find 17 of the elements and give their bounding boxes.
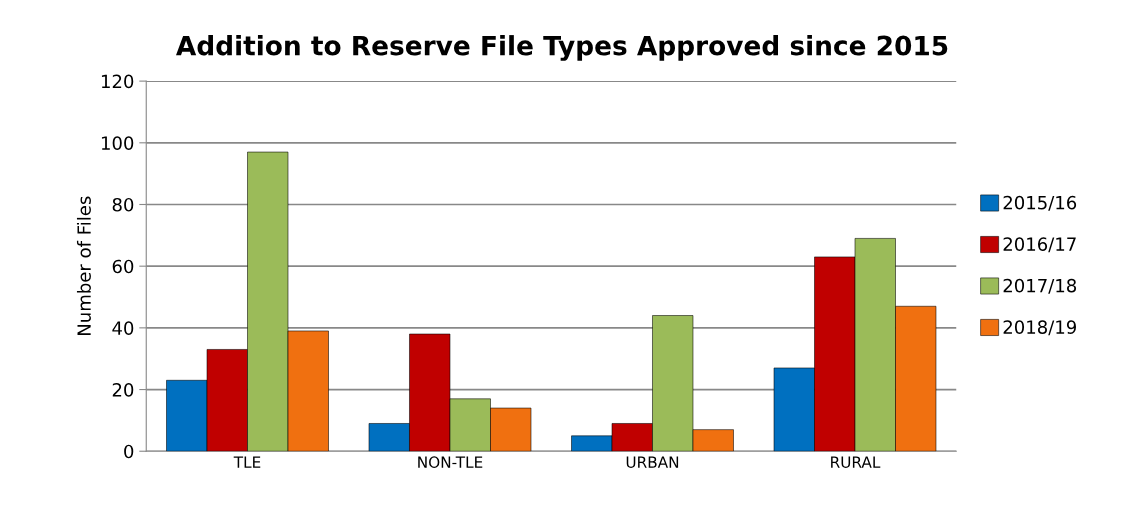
y-tick-label: 120: [101, 74, 134, 89]
y-tick-label: 60: [112, 259, 134, 274]
y-tick-label: 100: [101, 136, 134, 150]
x-tick-label: NON-TLE: [418, 456, 483, 468]
y-tick-label: 0: [124, 444, 134, 459]
chart-title: Addition to Reserve File Types Approved since 2015: [176, 35, 948, 61]
x-tick-label: URBAN: [626, 456, 679, 468]
x-tick-label: TLE: [233, 456, 261, 468]
y-tick-label: 40: [112, 321, 134, 335]
y-tick-label: 20: [112, 383, 134, 397]
y-tick-label: 80: [112, 197, 134, 212]
y-axis-title: Number of Files: [76, 196, 91, 335]
legend-label: 2015/16: [1003, 195, 1077, 211]
legend-label: 2018/19: [1003, 320, 1077, 336]
legend-label: 2017/18: [1003, 278, 1077, 294]
legend-label: 2016/17: [1003, 237, 1076, 253]
x-tick-label: RURAL: [831, 456, 881, 468]
